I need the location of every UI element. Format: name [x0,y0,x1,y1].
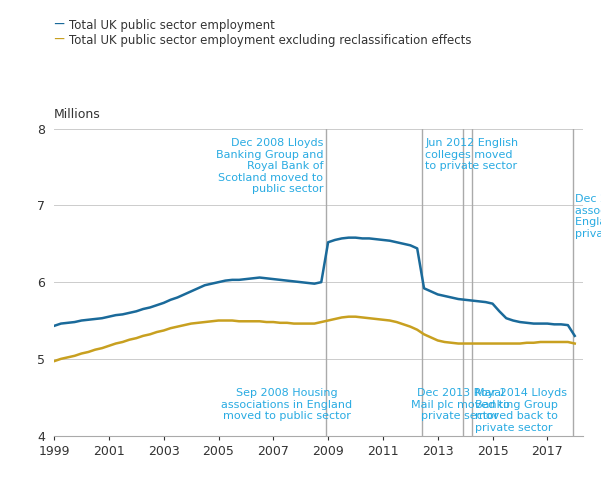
Text: ─: ─ [54,17,63,32]
Text: ─: ─ [54,32,63,47]
Text: Sep 2008 Housing
associations in England
moved to public sector: Sep 2008 Housing associations in England… [221,388,353,421]
Text: Dec 2013 Royal
Mail plc moved to
private sector: Dec 2013 Royal Mail plc moved to private… [410,388,510,421]
Text: Millions: Millions [54,108,101,121]
Text: Jun 2012 English
colleges moved
to private sector: Jun 2012 English colleges moved to priva… [426,138,519,171]
Text: Total UK public sector employment excluding reclassification effects: Total UK public sector employment exclud… [69,34,472,47]
Text: Total UK public sector employment: Total UK public sector employment [69,19,275,32]
Text: Dec 2017 Housing
associations in
England moved to
private sector: Dec 2017 Housing associations in England… [575,194,601,239]
Text: Dec 2008 Lloyds
Banking Group and
Royal Bank of
Scotland moved to
public sector: Dec 2008 Lloyds Banking Group and Royal … [216,138,323,195]
Text: Mar 2014 Lloyds
Banking Group
moved back to
private sector: Mar 2014 Lloyds Banking Group moved back… [475,388,567,433]
